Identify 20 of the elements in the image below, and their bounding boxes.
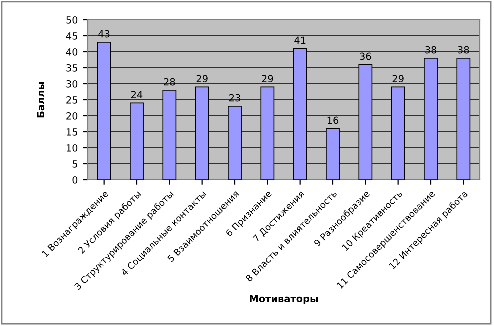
data-label: 29 [392,75,404,83]
data-label: 29 [262,75,274,83]
y-tick-label: 5 [72,160,78,168]
y-tick-label: 50 [66,16,78,24]
y-tick-label: 10 [66,144,78,152]
x-axis-title: Мотиваторы [250,295,318,304]
y-axis-title: Баллы [37,82,45,118]
y-tick-label: 40 [66,48,78,56]
data-label: 36 [360,52,372,60]
data-label: 16 [328,116,339,124]
y-tick-label: 25 [66,96,78,104]
data-label: 29 [196,75,208,83]
y-tick-label: 20 [66,112,78,120]
y-tick-label: 15 [66,128,78,136]
data-label: 41 [294,36,306,44]
y-tick-label: 35 [66,64,78,72]
y-tick-label: 45 [66,32,78,40]
y-tick-label: 30 [66,80,78,88]
data-label: 24 [132,91,143,98]
y-tick-label: 0 [72,176,78,184]
